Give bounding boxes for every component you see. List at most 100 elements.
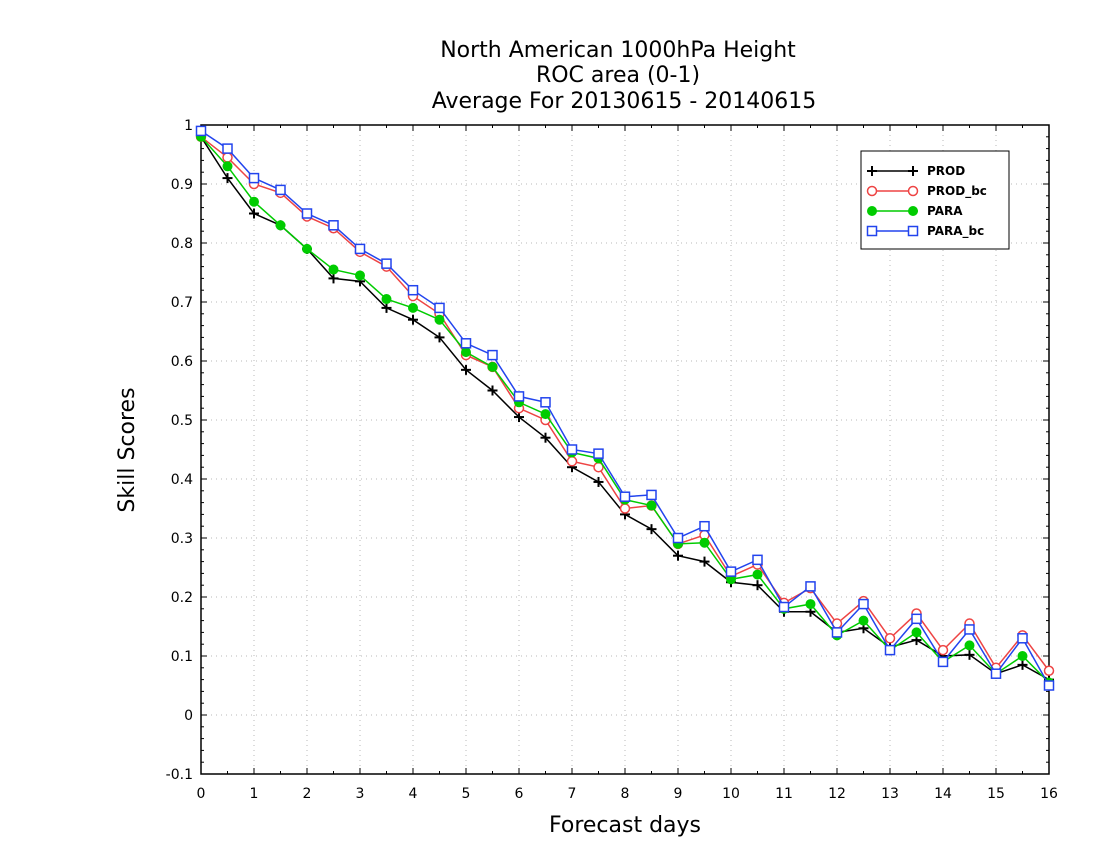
series-para-bc-marker bbox=[752, 554, 763, 566]
series-para-bc-marker bbox=[222, 143, 233, 154]
series-para-bc-marker bbox=[884, 644, 896, 656]
legend-para-bc-end-marker bbox=[907, 225, 919, 237]
series-prod-marker bbox=[514, 412, 524, 423]
series-para-bc-marker bbox=[805, 581, 816, 592]
series-para-bc-marker bbox=[487, 349, 498, 361]
legend-para-bc-start-marker bbox=[866, 225, 878, 237]
series-para-bc-marker bbox=[381, 258, 392, 269]
x-tick-label: 15 bbox=[987, 786, 1005, 802]
x-tick-label: 16 bbox=[1040, 786, 1058, 802]
legend-para-start-marker bbox=[867, 206, 877, 216]
x-tick-label: 6 bbox=[515, 786, 524, 802]
legend-prod-bc-start-marker bbox=[866, 185, 878, 197]
legend-prod-bc-label: PROD_bc bbox=[927, 184, 987, 199]
legend-para-end-marker bbox=[908, 206, 918, 216]
y-tick-label: 0.6 bbox=[171, 354, 193, 370]
series-para-bc-marker bbox=[831, 627, 843, 638]
y-tick-label: 0.4 bbox=[171, 472, 193, 488]
series-para-marker bbox=[275, 220, 286, 231]
series-prod-marker bbox=[408, 314, 418, 325]
y-tick-label: 1 bbox=[184, 118, 193, 134]
x-tick-label: 12 bbox=[828, 786, 846, 802]
legend-prod-label: PROD bbox=[927, 164, 965, 178]
series-para-bc-marker bbox=[540, 397, 551, 408]
series-para-bc-marker bbox=[646, 489, 657, 501]
series-para-marker bbox=[752, 569, 763, 580]
x-tick-label: 9 bbox=[674, 786, 683, 802]
series-para-marker bbox=[858, 615, 869, 626]
series-para-marker bbox=[911, 627, 922, 638]
series-prod-marker bbox=[593, 476, 604, 487]
chart-title-line-3: Average For 20130615 - 20140615 bbox=[432, 89, 817, 114]
y-tick-label: 0.8 bbox=[171, 236, 193, 252]
series-para-bc-marker bbox=[460, 338, 472, 349]
legend-prod-start-marker bbox=[867, 166, 877, 176]
series-para-marker bbox=[805, 599, 816, 610]
series-para-bc-marker bbox=[858, 598, 869, 610]
series-para-marker bbox=[1017, 651, 1028, 661]
series-para-marker bbox=[699, 537, 710, 548]
series-para-bc-marker bbox=[911, 613, 922, 625]
series-prod-bc-marker bbox=[884, 633, 896, 644]
legend: PROD PROD_bc PARA PARA_bc bbox=[860, 150, 1010, 250]
x-tick-label: 13 bbox=[881, 786, 899, 802]
series-para-bc-marker bbox=[434, 302, 445, 314]
series-para-bc-marker bbox=[354, 243, 366, 255]
series-para-bc-marker bbox=[672, 532, 684, 544]
series-para-bc-marker bbox=[513, 391, 525, 402]
x-tick-label: 3 bbox=[356, 786, 365, 802]
series-prod-bc-marker bbox=[566, 456, 578, 467]
series-prod-marker bbox=[249, 208, 259, 219]
series-para-marker bbox=[487, 361, 498, 372]
series-prod-marker bbox=[328, 273, 339, 284]
series-layer bbox=[195, 125, 1055, 691]
series-para-bc-marker bbox=[301, 208, 313, 219]
series-para-bc-marker bbox=[275, 184, 286, 196]
legend-para-bc-label: PARA_bc bbox=[927, 224, 984, 239]
series-para-marker bbox=[381, 294, 392, 305]
legend-para-label: PARA bbox=[927, 204, 963, 218]
y-tick-label: 0.1 bbox=[171, 649, 193, 665]
series-para-bc-marker bbox=[1017, 633, 1028, 644]
series-para-marker bbox=[540, 409, 551, 420]
series-para-marker bbox=[249, 196, 259, 207]
series-prod-bc-marker bbox=[619, 503, 631, 514]
y-tick-label: 0.7 bbox=[171, 295, 193, 311]
series-para-bc-marker bbox=[619, 491, 631, 502]
x-tick-label: 10 bbox=[722, 786, 740, 802]
series-para-bc-marker bbox=[328, 220, 339, 231]
series-prod-marker bbox=[673, 550, 683, 561]
legend-prod-bc-end-marker bbox=[907, 185, 919, 197]
series-para-bc-marker bbox=[937, 656, 949, 668]
series-para-marker bbox=[964, 640, 975, 651]
series-prod-bc-marker bbox=[937, 644, 949, 656]
chart-title-line-1: North American 1000hPa Height bbox=[440, 38, 796, 63]
series-para-marker bbox=[355, 270, 365, 281]
series-prod-marker bbox=[461, 364, 471, 375]
series-para-marker bbox=[222, 161, 233, 172]
series-para-bc-marker bbox=[566, 444, 578, 455]
x-tick-label: 7 bbox=[568, 786, 577, 802]
series-prod-marker bbox=[487, 385, 498, 396]
series-prod-marker bbox=[381, 302, 392, 313]
y-axis-label: Skill Scores bbox=[115, 387, 140, 512]
legend-prod-end-marker bbox=[908, 166, 918, 176]
y-tick-label: 0.5 bbox=[171, 413, 193, 429]
series-prod-marker bbox=[434, 332, 445, 343]
series-para-bc-marker bbox=[699, 520, 710, 532]
y-tick-label: -0.1 bbox=[166, 767, 193, 783]
series-para-marker bbox=[302, 243, 312, 254]
series-para-marker bbox=[408, 302, 418, 313]
x-tick-label: 14 bbox=[934, 786, 952, 802]
x-axis-label: Forecast days bbox=[549, 813, 701, 838]
x-tick-label: 2 bbox=[303, 786, 312, 802]
series-prod-bc-marker bbox=[222, 152, 233, 163]
series-prod-marker bbox=[222, 173, 233, 184]
series-prod-marker bbox=[699, 556, 710, 567]
y-tick-label: 0.3 bbox=[171, 531, 193, 547]
x-tick-label: 0 bbox=[197, 786, 206, 802]
series-para-marker bbox=[646, 500, 657, 511]
series-para-marker bbox=[461, 347, 471, 358]
y-tick-label: 0.2 bbox=[171, 590, 193, 606]
